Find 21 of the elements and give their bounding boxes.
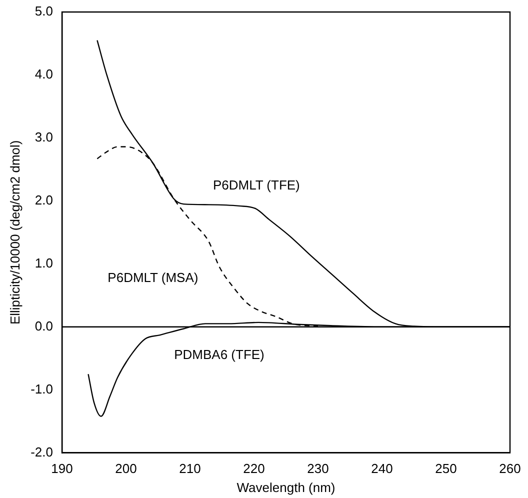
- y-axis-title: Ellipticity/10000 (deg/cm2 dmol): [7, 140, 22, 325]
- annotation: PDMBA6 (TFE): [174, 346, 264, 362]
- x-tick-label: 210: [179, 461, 201, 476]
- y-tick-label: 2.0: [34, 192, 53, 208]
- x-tick-label: 220: [243, 461, 265, 476]
- x-tick-label: 190: [51, 461, 73, 476]
- annotation: P6DMLT (TFE): [212, 177, 300, 192]
- x-tick-label: 200: [115, 461, 137, 476]
- annotation: P6DMLT (MSA): [108, 270, 198, 285]
- y-tick-label: -2.0: [30, 444, 53, 460]
- x-tick-label: 250: [435, 461, 457, 476]
- y-tick-label: 5.0: [34, 4, 53, 19]
- y-tick-label: 3.0: [34, 130, 53, 145]
- y-tick-label: 0.0: [34, 318, 53, 334]
- x-tick-label: 260: [499, 461, 521, 476]
- x-tick-label: 230: [307, 461, 329, 476]
- y-tick-label: -1.0: [30, 381, 53, 396]
- y-tick-label: 4.0: [34, 66, 53, 82]
- x-tick-label: 240: [371, 461, 393, 476]
- y-tick-label: 1.0: [34, 255, 53, 270]
- x-axis-title: Wavelength (nm): [236, 480, 336, 495]
